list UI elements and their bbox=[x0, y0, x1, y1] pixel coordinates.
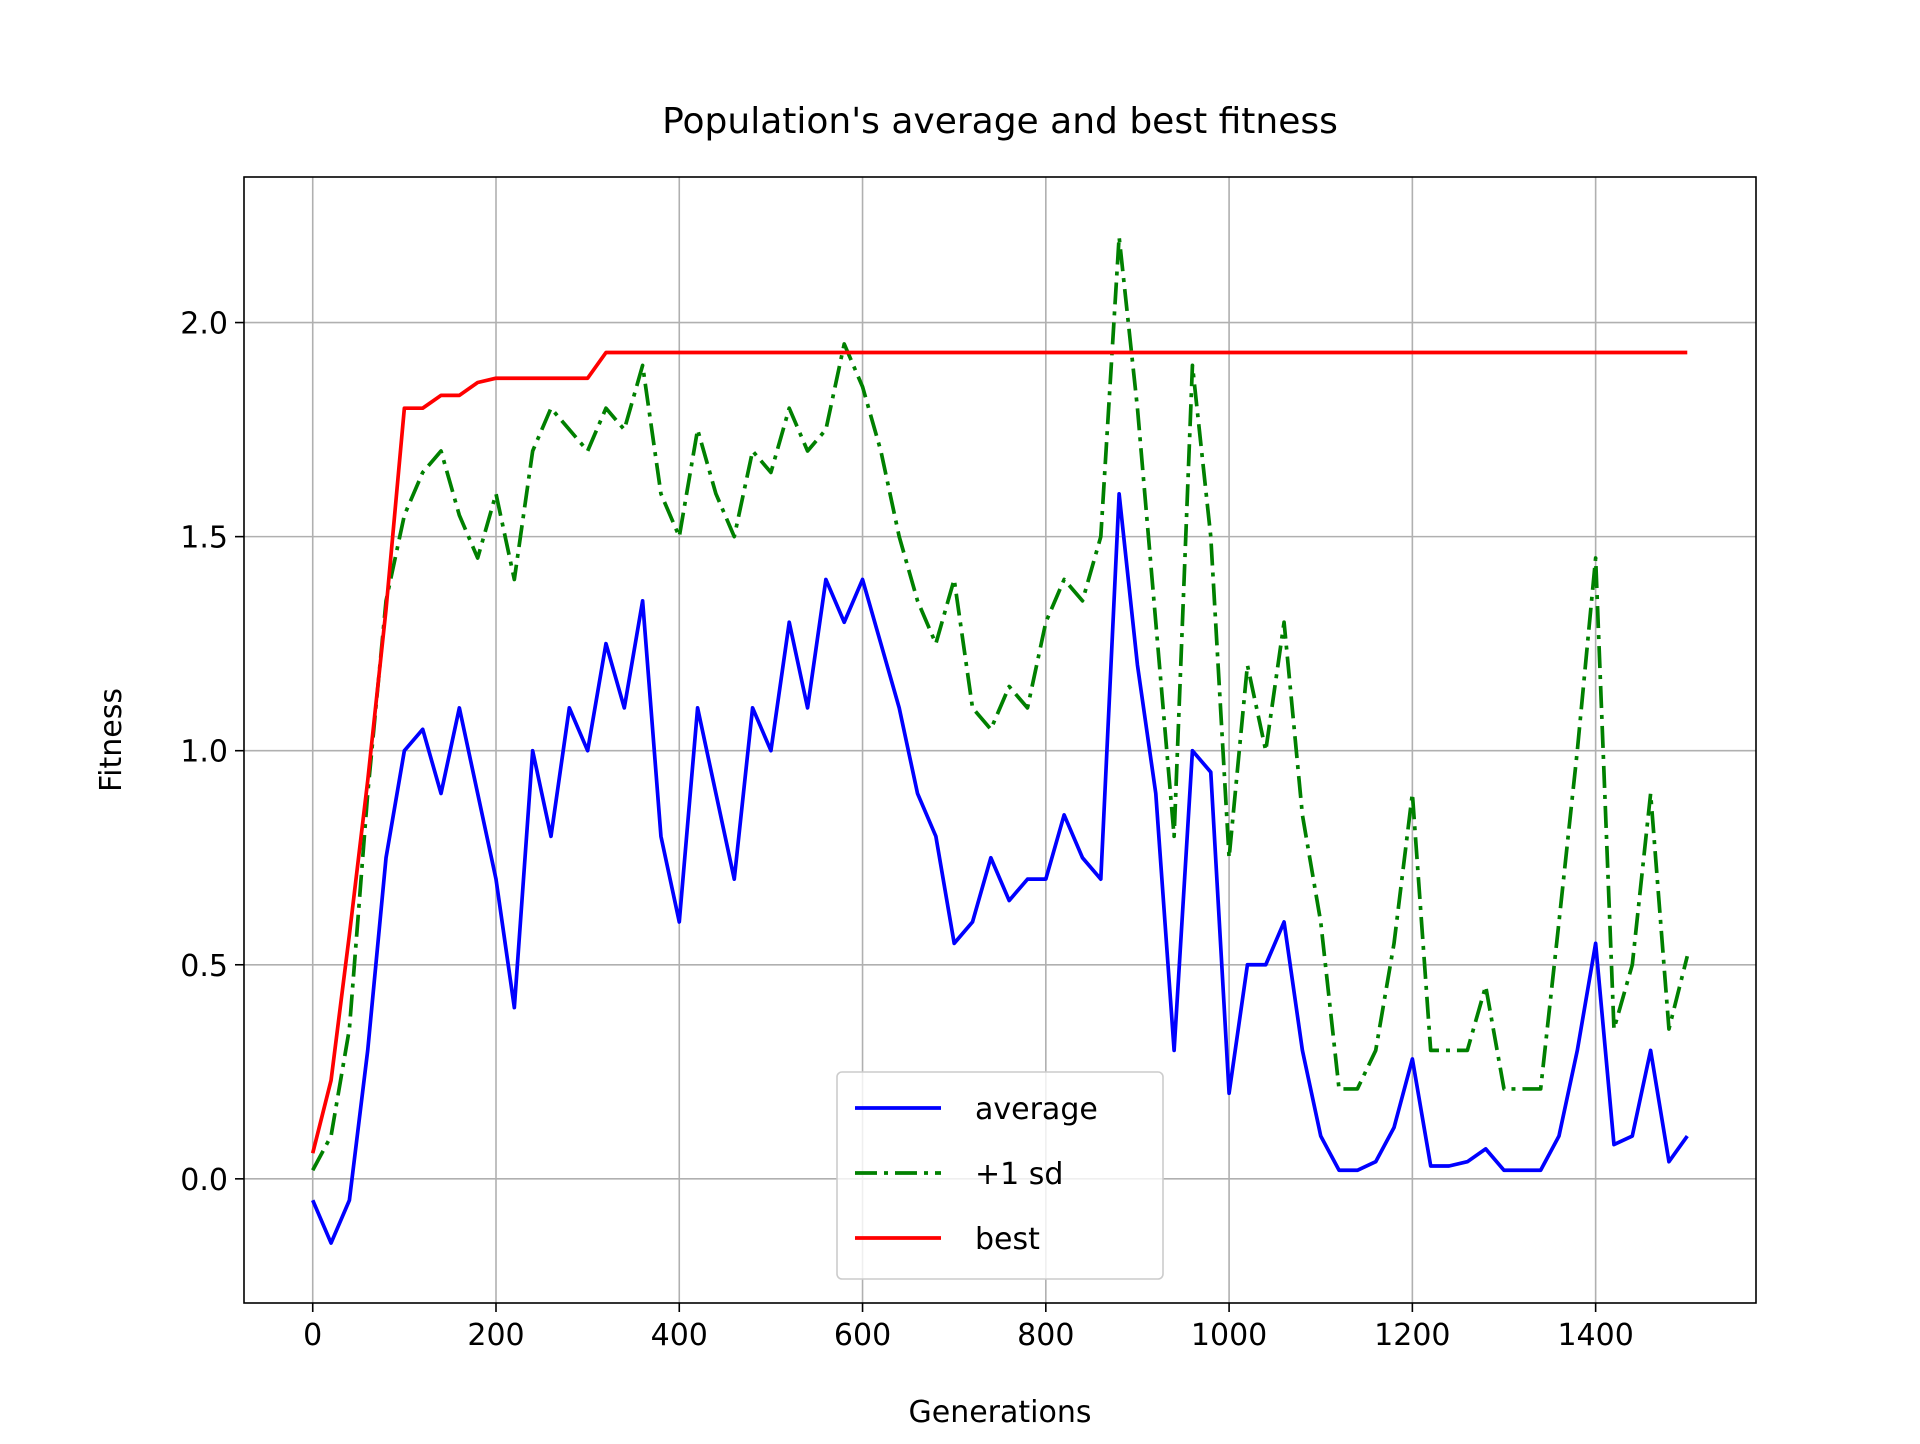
y-tick-label: 0.5 bbox=[180, 949, 228, 984]
chart-title: Population's average and best fitness bbox=[662, 101, 1338, 142]
legend-label: average bbox=[975, 1092, 1098, 1127]
y-axis-label: Fitness bbox=[94, 688, 129, 792]
legend-label: +1 sd bbox=[975, 1157, 1063, 1192]
legend-label: best bbox=[975, 1222, 1040, 1257]
x-axis-label: Generations bbox=[909, 1395, 1092, 1430]
x-tick-label: 1000 bbox=[1191, 1318, 1267, 1353]
series-line bbox=[311, 491, 1689, 1245]
y-tick-label: 2.0 bbox=[180, 307, 228, 342]
legend: average +1 sd best bbox=[836, 1071, 1164, 1280]
plot-frame bbox=[243, 176, 1757, 1304]
x-tick-label: 200 bbox=[467, 1318, 524, 1353]
series-line bbox=[310, 350, 1688, 1154]
x-tick-label: 0 bbox=[303, 1318, 322, 1353]
x-tick-label: 600 bbox=[834, 1318, 891, 1353]
y-tick-label: 1.0 bbox=[180, 735, 228, 770]
legend-box bbox=[836, 1071, 1164, 1280]
x-tick-label: 800 bbox=[1017, 1318, 1074, 1353]
x-tick-label: 1200 bbox=[1374, 1318, 1450, 1353]
x-tick-label: 1400 bbox=[1557, 1318, 1633, 1353]
y-tick-label: 0.0 bbox=[180, 1163, 228, 1198]
x-tick-label: 400 bbox=[651, 1318, 708, 1353]
y-tick-label: 1.5 bbox=[180, 521, 228, 556]
series-line bbox=[311, 235, 1690, 1172]
